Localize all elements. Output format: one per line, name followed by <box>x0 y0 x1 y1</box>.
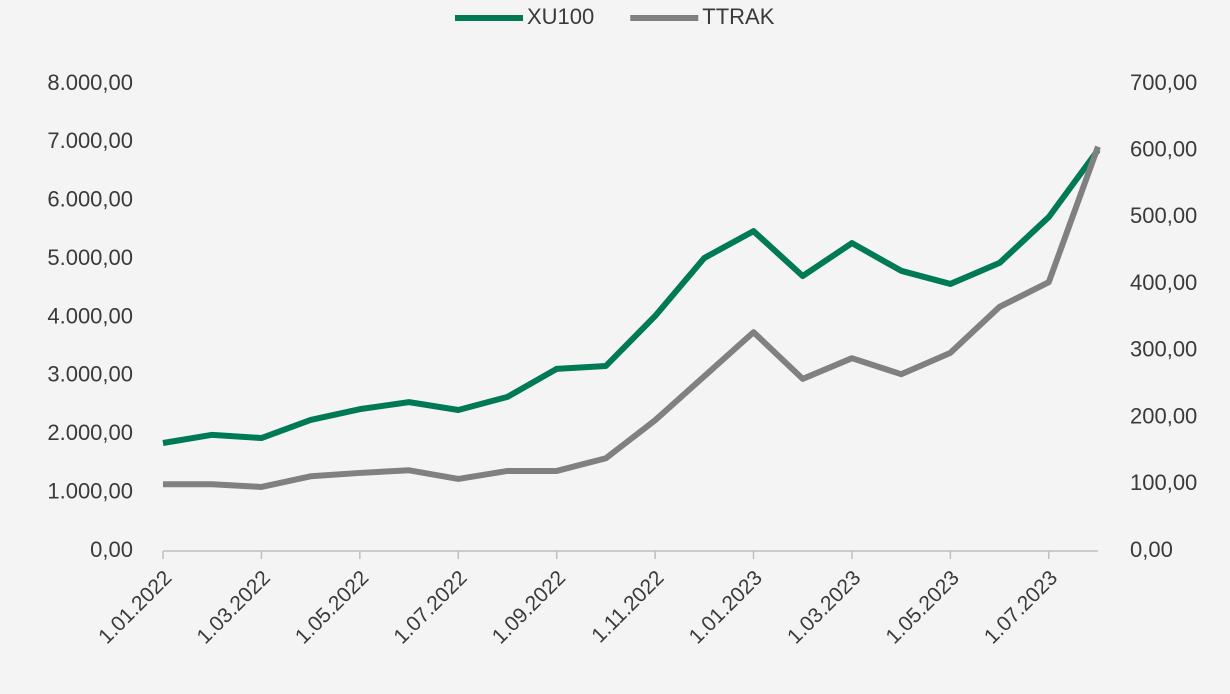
x-tick-label: 1.01.2022 <box>94 566 176 648</box>
y-tick-label: 1.000,00 <box>47 478 133 503</box>
x-tick-label: 1.11.2022 <box>587 566 668 647</box>
y-tick-label: 2.000,00 <box>47 420 133 445</box>
x-tick-label: 1.03.2022 <box>193 566 275 648</box>
legend-label: XU100 <box>527 4 594 29</box>
y-tick-label: 6.000,00 <box>47 187 133 212</box>
y2-tick-label: 300,00 <box>1130 337 1197 362</box>
y2-tick-label: 700,00 <box>1130 70 1197 95</box>
series-line <box>163 145 1101 490</box>
y2-tick-label: 500,00 <box>1130 203 1197 228</box>
x-tick-label: 1.05.2023 <box>881 566 963 648</box>
series-line <box>162 148 1101 446</box>
y2-tick-label: 600,00 <box>1130 137 1197 162</box>
y2-tick-label: 200,00 <box>1130 403 1197 428</box>
y-tick-label: 7.000,00 <box>47 128 133 153</box>
y2-tick-label: 400,00 <box>1130 270 1197 295</box>
y-tick-label: 8.000,00 <box>47 70 133 95</box>
x-tick-label: 1.01.2023 <box>685 566 767 648</box>
y-tick-label: 3.000,00 <box>47 362 133 387</box>
x-tick-label: 1.09.2022 <box>488 566 570 648</box>
x-tick-label: 1.07.2022 <box>389 566 471 648</box>
y-tick-label: 5.000,00 <box>47 245 133 270</box>
y2-tick-label: 100,00 <box>1130 470 1197 495</box>
x-tick-label: 1.05.2022 <box>291 566 373 648</box>
x-tick-label: 1.07.2023 <box>980 566 1062 648</box>
x-tick-label: 1.03.2023 <box>783 566 865 648</box>
legend-label: TTRAK <box>702 4 774 29</box>
y-tick-label: 0,00 <box>90 537 133 562</box>
y2-tick-label: 0,00 <box>1130 537 1173 562</box>
y-tick-label: 4.000,00 <box>47 303 133 328</box>
